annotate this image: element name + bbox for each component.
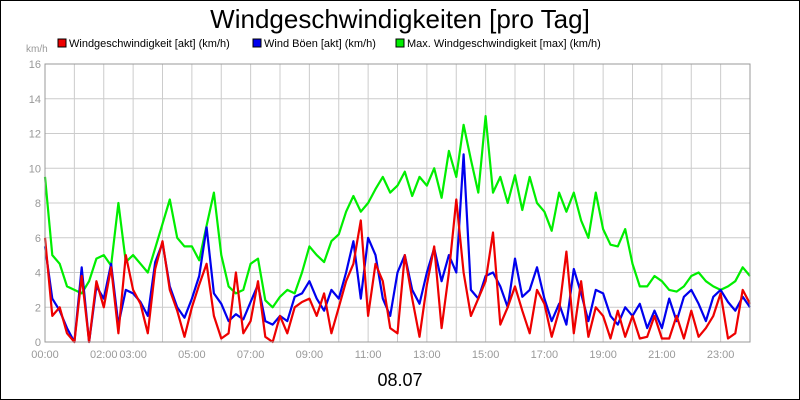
y-tick-label: 16 (29, 59, 41, 71)
x-tick-label: 09:00 (296, 349, 324, 361)
y-tick-label: 2 (35, 302, 41, 314)
y-tick-label: 4 (35, 268, 41, 280)
legend: Windgeschwindigkeit [akt] (km/h) Wind Böe… (57, 38, 601, 50)
y-tick-label: 12 (29, 129, 41, 141)
x-tick-label: 00:00 (31, 349, 59, 361)
plot-area-border (44, 63, 751, 343)
x-tick-label: 13:00 (413, 349, 441, 361)
legend-swatch (252, 38, 262, 48)
x-tick-label: 05:00 (178, 349, 206, 361)
legend-label: Wind Böen [akt] (km/h) (264, 38, 376, 50)
plot-lines (43, 114, 751, 344)
y-axis-unit: km/h (26, 44, 48, 55)
y-tick-label: 14 (29, 94, 41, 106)
legend-swatch (57, 38, 67, 48)
date-label: 08.07 (377, 370, 422, 390)
x-tick-label: 19:00 (589, 349, 617, 361)
y-tick-label: 0 (35, 337, 41, 349)
x-tick-label: 15:00 (472, 349, 500, 361)
legend-label: Windgeschwindigkeit [akt] (km/h) (69, 38, 230, 50)
x-tick-label: 23:00 (707, 349, 735, 361)
series-line-2 (43, 198, 751, 344)
legend-label: Max. Windgeschwindigkeit [max] (km/h) (407, 38, 601, 50)
series-line-0 (43, 114, 751, 309)
x-tick-label: 11:00 (355, 349, 382, 361)
y-tick-label: 10 (29, 163, 41, 175)
x-tick-label: 03:00 (119, 349, 147, 361)
y-axis-ticks: 0 2 4 6 8 10 12 14 16 (29, 59, 41, 349)
chart-title: Windgeschwindigkeiten [pro Tag] (210, 4, 590, 34)
y-tick-label: 6 (35, 233, 41, 245)
x-tick-label: 17:00 (531, 349, 559, 361)
x-axis-ticks: 00:00 02:00 03:00 05:00 07:00 09:00 11:00 13:00… (31, 349, 734, 361)
legend-swatch (395, 38, 405, 48)
y-tick-label: 8 (35, 198, 41, 210)
x-tick-label: 21:00 (648, 349, 676, 361)
x-tick-label: 07:00 (237, 349, 265, 361)
x-tick-label: 02:00 (90, 349, 118, 361)
